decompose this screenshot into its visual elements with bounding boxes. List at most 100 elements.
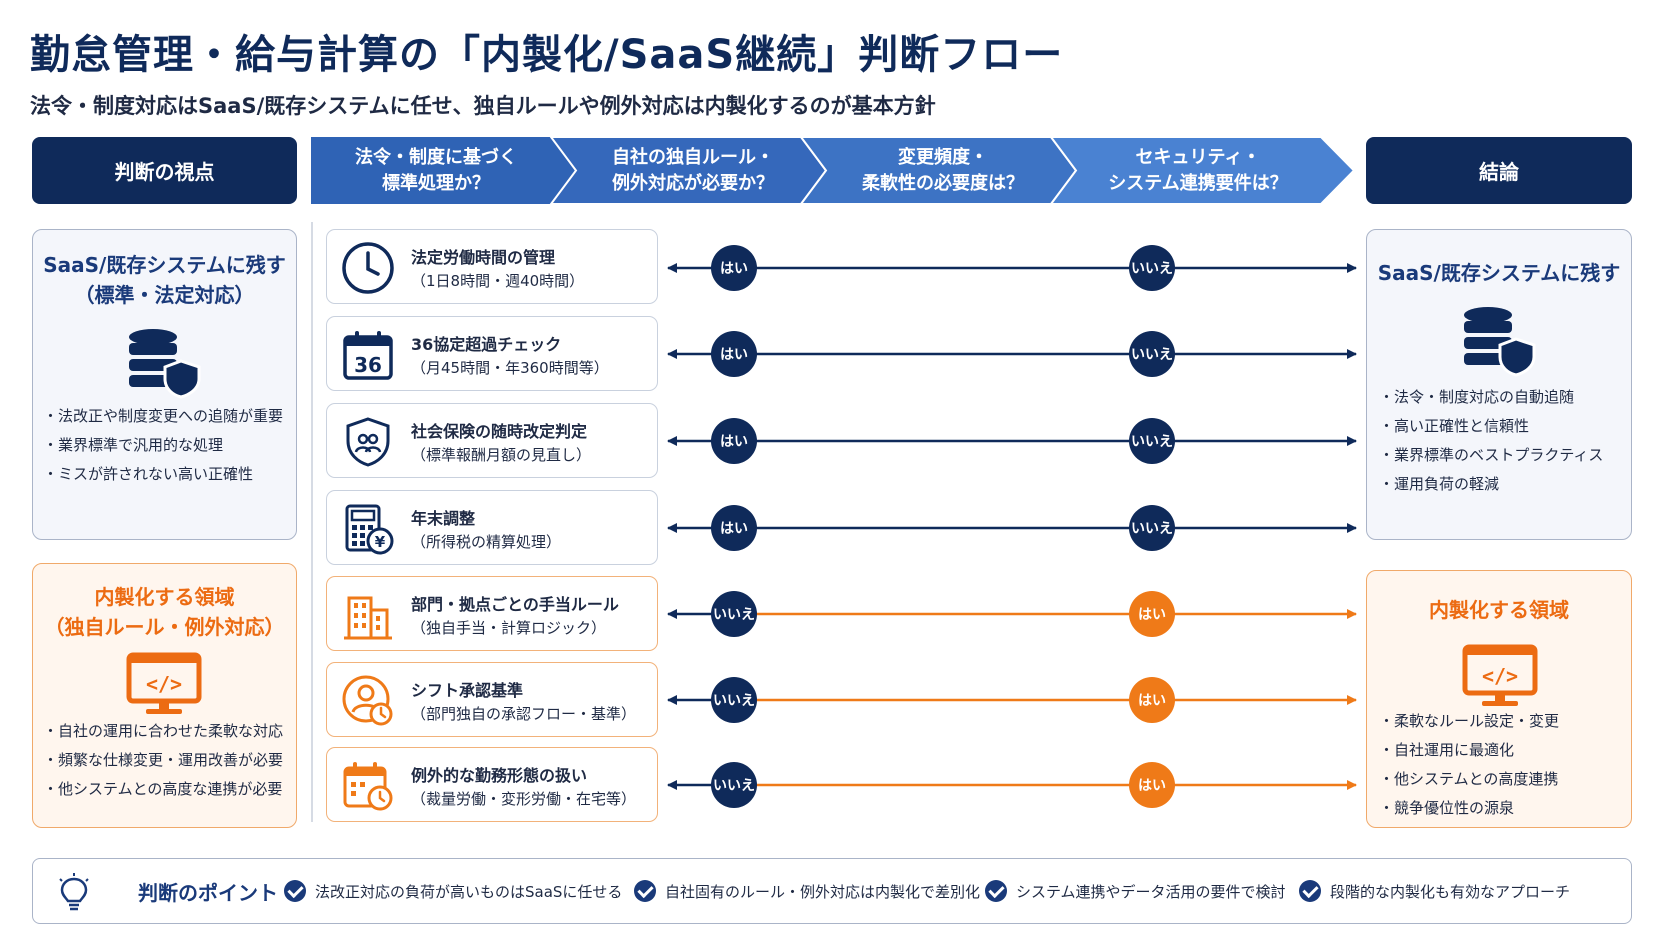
left-saas-title: SaaS/既存システムに残す	[43, 253, 286, 277]
item-card-shift-approval: シフト承認基準 （部門独自の承認フロー・基準）	[326, 662, 658, 737]
list-item: ミスが許されない高い正確性	[43, 460, 283, 489]
answer-dot: いいえ	[711, 677, 757, 723]
answer-dot: いいえ	[1129, 505, 1175, 551]
step-chevron-2	[549, 137, 828, 204]
list-item: 他システムとの高度連携	[1379, 765, 1559, 794]
left-panel-inhouse: 内製化する領域 （独自ルール・例外対応） </> 自社の運用に合わせた柔軟な対応…	[32, 563, 297, 828]
code-monitor-icon: </>	[1462, 644, 1538, 706]
item-card-allowance-rules: 部門・拠点ごとの手当ルール （独自手当・計算ロジック）	[326, 576, 658, 651]
header-conclusion: 結論	[1366, 137, 1632, 204]
answer-dot: いいえ	[1129, 418, 1175, 464]
item-title: 社会保険の随時改定判定	[411, 422, 588, 441]
item-subtitle: （所得税の精算処理）	[411, 533, 562, 551]
item-subtitle: （月45時間・年360時間等）	[411, 359, 609, 377]
list-item: 業界標準で汎用的な処理	[43, 431, 283, 460]
list-item: 頻繁な仕様変更・運用改善が必要	[43, 746, 283, 775]
step-chevron-1	[311, 137, 576, 204]
answer-dot: はい	[711, 331, 757, 377]
svg-text:¥: ¥	[375, 533, 386, 551]
page-title: 勤怠管理・給与計算の「内製化/SaaS継続」判断フロー	[30, 32, 1064, 78]
point-item: 法改正対応の負荷が高いものはSaaSに任せる	[284, 880, 622, 902]
left-saas-subtitle: （標準・法定対応）	[74, 283, 255, 307]
list-item: 他システムとの高度な連携が必要	[43, 775, 283, 804]
list-item: 自社運用に最適化	[1379, 736, 1559, 765]
item-card-year-end: ¥ 年末調整 （所得税の精算処理）	[326, 490, 658, 565]
user-clock-icon	[342, 675, 393, 726]
step-label-2: 自社の独自ルール・ 例外対応が必要か？	[612, 147, 774, 194]
building-icon	[344, 596, 392, 640]
item-card-social-insurance: 社会保険の随時改定判定 （標準報酬月額の見直し）	[326, 403, 658, 478]
check-icon	[634, 880, 656, 902]
right-saas-bullets: 法令・制度対応の自動追随 高い正確性と信頼性 業界標準のベストプラクティス 運用…	[1379, 383, 1603, 499]
item-subtitle: （独自手当・計算ロジック）	[411, 619, 607, 637]
answer-dot: はい	[711, 418, 757, 464]
list-item: 柔軟なルール設定・変更	[1379, 707, 1559, 736]
answer-dot: いいえ	[711, 591, 757, 637]
item-title: 法定労働時間の管理	[411, 248, 556, 267]
answer-dot: はい	[711, 245, 757, 291]
step-label-4: セキュリティ・ システム連携要件は？	[1108, 147, 1288, 194]
answer-dot: はい	[1129, 677, 1175, 723]
right-inhouse-bullets: 柔軟なルール設定・変更 自社運用に最適化 他システムとの高度連携 競争優位性の源…	[1379, 707, 1559, 823]
left-inhouse-title: 内製化する領域	[94, 585, 235, 609]
svg-text:</>: </>	[146, 672, 182, 696]
header-perspective: 判断の視点	[32, 137, 297, 204]
divider-line	[311, 222, 313, 822]
list-item: 法令・制度対応の自動追随	[1379, 383, 1603, 412]
left-saas-bullets: 法改正や制度変更への追随が重要 業界標準で汎用的な処理 ミスが許されない高い正確…	[43, 402, 283, 489]
calendar-clock-icon	[343, 762, 393, 811]
item-title: シフト承認基準	[411, 681, 524, 700]
left-inhouse-subtitle: （独自ルール・例外対応）	[44, 615, 285, 639]
step-label-3: 変更頻度・ 柔軟性の必要度は？	[862, 147, 1024, 194]
list-item: 業界標準のベストプラクティス	[1379, 441, 1603, 470]
point-item: 自社固有のルール・例外対応は内製化で差別化	[634, 880, 980, 902]
item-subtitle: （標準報酬月額の見直し）	[411, 446, 592, 464]
item-subtitle: （裁量労働・変形労働・在宅等）	[411, 790, 637, 808]
header-steps: 法令・制度に基づく 標準処理か？ 自社の独自ルール・ 例外対応が必要か？ 変更頻度・…	[311, 137, 1354, 204]
answer-dot: はい	[1129, 591, 1175, 637]
item-subtitle: （1日8時間・週40時間）	[411, 272, 585, 290]
svg-text:</>: </>	[1482, 664, 1518, 688]
right-panel-saas: SaaS/既存システムに残す 法令・制度対応の自動追随 高い正確性と信頼性 業界…	[1366, 229, 1632, 540]
clock-icon	[342, 242, 394, 294]
list-item: 高い正確性と信頼性	[1379, 412, 1603, 441]
check-icon	[1299, 880, 1321, 902]
step-chevron-3	[799, 137, 1078, 204]
right-panel-inhouse: 内製化する領域 </> 柔軟なルール設定・変更 自社運用に最適化 他システムとの…	[1366, 570, 1632, 828]
database-shield-icon	[1464, 307, 1536, 377]
database-shield-icon	[129, 329, 201, 399]
lightbulb-icon	[59, 873, 89, 911]
shield-people-icon	[346, 417, 390, 467]
check-icon	[284, 880, 306, 902]
left-panel-saas: SaaS/既存システムに残す （標準・法定対応） 法改正や制度変更への追随が重要…	[32, 229, 297, 540]
answer-dot: いいえ	[1129, 331, 1175, 377]
item-card-legal-hours: 法定労働時間の管理 （1日8時間・週40時間）	[326, 229, 658, 304]
right-inhouse-title: 内製化する領域	[1429, 598, 1569, 622]
item-title: 部門・拠点ごとの手当ルール	[411, 595, 619, 614]
calendar-36-icon: 36	[343, 331, 393, 380]
list-item: 自社の運用に合わせた柔軟な対応	[43, 717, 283, 746]
step-label-1: 法令・制度に基づく 標準処理か？	[355, 147, 517, 194]
left-inhouse-bullets: 自社の運用に合わせた柔軟な対応 頻繁な仕様変更・運用改善が必要 他システムとの高…	[43, 717, 283, 804]
item-subtitle: （部門独自の承認フロー・基準）	[411, 705, 637, 723]
right-saas-title: SaaS/既存システムに残す	[1377, 261, 1621, 285]
list-item: 競争優位性の源泉	[1379, 794, 1559, 823]
item-card-36-agreement: 36 36協定超過チェック （月45時間・年360時間等）	[326, 316, 658, 391]
item-title: 36協定超過チェック	[411, 335, 562, 354]
step-chevron-4	[1049, 137, 1354, 204]
answer-dot: はい	[1129, 762, 1175, 808]
item-title: 例外的な勤務形態の扱い	[411, 766, 588, 785]
page-subtitle: 法令・制度対応はSaaS/既存システムに任せ、独自ルールや例外対応は内製化するの…	[30, 94, 936, 118]
judgment-points-bar: 判断のポイント 法改正対応の負荷が高いものはSaaSに任せる 自社固有のルール・…	[32, 858, 1632, 924]
points-title: 判断のポイント	[138, 881, 278, 905]
calculator-yen-icon: ¥	[345, 504, 394, 555]
answer-dot: いいえ	[711, 762, 757, 808]
item-title: 年末調整	[411, 509, 476, 528]
answer-dot: いいえ	[1129, 245, 1175, 291]
item-card-exceptional-work: 例外的な勤務形態の扱い （裁量労働・変形労働・在宅等）	[326, 747, 658, 822]
check-icon	[985, 880, 1007, 902]
point-item: 段階的な内製化も有効なアプローチ	[1299, 880, 1570, 902]
answer-dot: はい	[711, 505, 757, 551]
point-item: システム連携やデータ活用の要件で検討	[985, 880, 1286, 902]
